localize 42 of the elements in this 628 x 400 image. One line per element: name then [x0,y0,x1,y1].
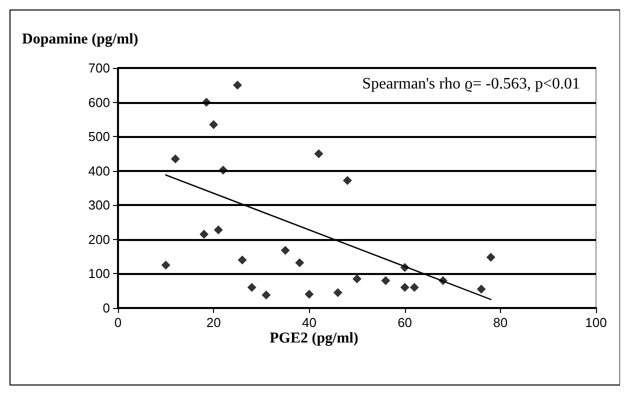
point [400,263,410,272]
y-tick-label: 200 [88,232,110,247]
y-tick-label: 0 [102,300,110,316]
point [214,225,223,234]
point [314,149,324,158]
point [381,276,390,286]
y-tick-label: 600 [88,94,110,110]
y-tick-label: 300 [88,198,110,213]
annotation: Spearman's rho ϱ= -0.563, p<0.01 [362,76,580,92]
point [400,282,410,292]
point [410,282,419,292]
x-tick-label: 20 [206,315,221,330]
point [161,260,170,270]
y-tick-label: 500 [88,129,110,144]
point [304,290,314,299]
x-tick-label: 0 [114,315,122,330]
point [238,256,247,264]
point [202,98,211,107]
point [280,246,290,255]
point [209,120,218,130]
point [342,176,352,185]
point [333,288,342,298]
point [200,230,209,239]
point [262,290,271,300]
point [233,80,242,90]
point [218,166,228,175]
y-tick-label: 100 [88,266,110,282]
point [170,154,180,164]
x-tick-label: 40 [302,315,316,330]
point [486,252,496,262]
point [247,282,256,292]
point [438,276,448,286]
y-tick-label: 400 [88,163,110,178]
x-tick-label: 80 [493,315,508,330]
x-tick-label: 100 [585,315,607,330]
point [295,258,304,268]
y-axis-title: Dopamine (pg/ml) [22,32,138,48]
point [476,284,486,294]
point [352,274,362,284]
y-tick-label: 700 [88,60,110,76]
x-axis-title: PGE2 (pg/ml) [270,330,358,346]
x-tick-label: 60 [398,315,412,330]
